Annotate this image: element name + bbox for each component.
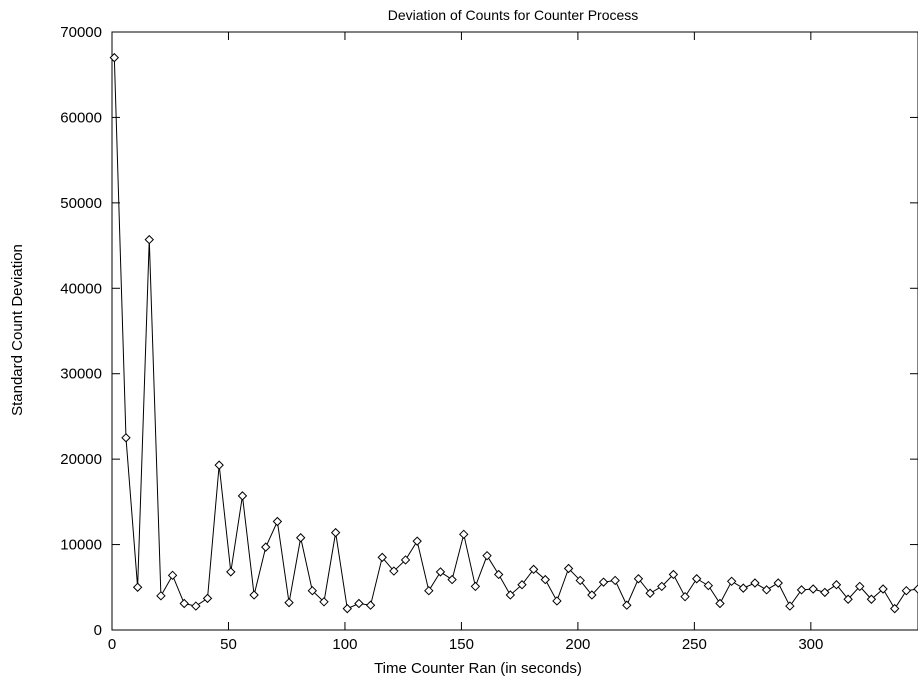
data-point <box>412 536 422 546</box>
data-point <box>622 600 632 610</box>
data-point <box>808 584 818 594</box>
data-point <box>645 588 655 598</box>
data-point <box>330 527 341 538</box>
data-point <box>470 581 481 592</box>
data-point <box>167 570 178 581</box>
data-point <box>517 580 527 590</box>
data-point <box>121 433 131 443</box>
data-point <box>598 577 609 587</box>
data-point <box>226 567 236 577</box>
y-tick-label: 10000 <box>60 537 102 554</box>
chart-title: Deviation of Counts for Counter Process <box>388 7 639 23</box>
data-point <box>424 585 434 596</box>
y-tick-label: 20000 <box>60 451 102 468</box>
y-tick-label: 70000 <box>60 24 102 41</box>
plot-frame <box>111 31 918 631</box>
data-point <box>785 601 795 611</box>
series-group <box>109 52 918 614</box>
data-point <box>680 591 690 602</box>
data-point <box>459 529 469 540</box>
data-point <box>831 580 842 590</box>
data-point <box>691 574 702 584</box>
data-point <box>668 569 679 580</box>
x-axis-label: Time Counter Ran (in seconds) <box>374 660 582 677</box>
y-tick-label: 0 <box>94 622 102 639</box>
data-point <box>610 575 620 586</box>
data-point <box>528 564 539 575</box>
data-point <box>156 591 166 601</box>
data-point <box>540 574 550 585</box>
y-axis-label: Standard Count Deviation <box>9 244 26 416</box>
data-point <box>657 581 667 592</box>
data-point <box>214 460 224 470</box>
data-point <box>738 583 748 593</box>
data-point <box>761 585 772 595</box>
data-point <box>295 533 306 543</box>
data-point <box>377 552 387 563</box>
data-point <box>202 593 213 604</box>
data-point <box>237 491 248 501</box>
data-point <box>587 590 597 600</box>
data-point <box>249 590 259 600</box>
y-tick-label: 40000 <box>60 280 102 297</box>
data-point <box>796 585 807 595</box>
data-point <box>633 574 644 584</box>
data-point <box>109 52 120 63</box>
data-point <box>191 601 201 611</box>
data-point <box>878 584 888 594</box>
data-point <box>901 585 912 596</box>
data-point <box>400 555 411 565</box>
data-point <box>144 234 154 245</box>
data-point <box>773 578 783 588</box>
x-tick-label: 150 <box>449 636 474 653</box>
data-point <box>913 584 918 594</box>
data-point <box>820 587 830 598</box>
data-point <box>179 598 189 609</box>
data-point <box>132 582 143 592</box>
data-point <box>855 581 865 592</box>
data-point <box>726 576 737 587</box>
data-point <box>342 603 352 614</box>
data-point <box>284 597 294 608</box>
data-point <box>365 600 376 610</box>
data-point <box>866 594 877 604</box>
data-point <box>482 550 492 561</box>
data-point <box>493 569 504 580</box>
y-tick-label: 60000 <box>60 109 102 126</box>
data-point <box>889 603 900 614</box>
x-tick-label: 200 <box>565 636 590 653</box>
x-tick-label: 50 <box>220 636 237 653</box>
data-point <box>389 566 399 576</box>
data-point <box>354 598 364 609</box>
data-point <box>750 578 760 588</box>
x-tick-label: 250 <box>682 636 707 653</box>
data-point <box>505 590 516 600</box>
y-ticks: 0 10000 20000 30000 40000 50000 60000 70000 <box>60 24 918 639</box>
data-point <box>575 575 585 586</box>
data-point <box>447 574 457 585</box>
x-ticks: 0 50 100 150 200 250 300 <box>108 32 823 653</box>
x-tick-label: 300 <box>798 636 823 653</box>
data-point <box>307 585 318 596</box>
data-point <box>261 542 271 552</box>
data-point <box>435 567 446 577</box>
y-tick-label: 50000 <box>60 195 102 212</box>
series-line <box>113 57 918 610</box>
data-point <box>563 563 574 574</box>
data-point <box>703 580 714 591</box>
data-point <box>715 598 725 609</box>
x-tick-label: 100 <box>332 636 357 653</box>
data-point <box>319 597 329 607</box>
x-tick-label: 0 <box>108 636 116 653</box>
y-tick-label: 30000 <box>60 366 102 383</box>
data-point <box>552 596 562 606</box>
data-point <box>272 516 283 527</box>
data-point <box>843 594 853 604</box>
